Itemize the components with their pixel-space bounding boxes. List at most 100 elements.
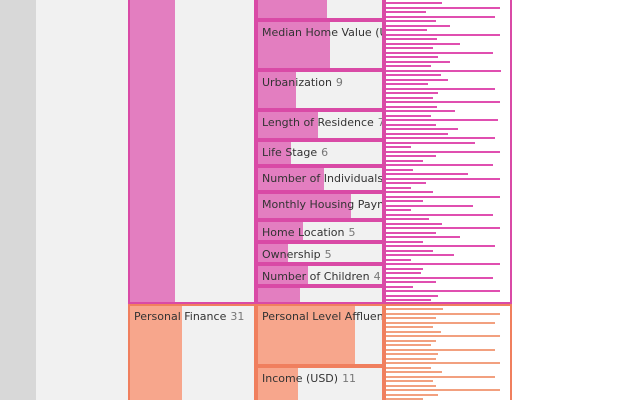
- group-block[interactable]: [128, 0, 256, 304]
- item-label: Median Home Value (USD): [262, 26, 382, 40]
- value-bar: [386, 353, 439, 355]
- value-bar: [386, 141, 476, 144]
- item-block[interactable]: Life Stage 6: [256, 140, 384, 166]
- item-name: Home Location: [262, 226, 345, 239]
- item-block[interactable]: [256, 0, 384, 20]
- value-bar: [386, 231, 436, 234]
- item-count: 5: [324, 248, 332, 261]
- value-bar: [386, 375, 496, 378]
- item-block[interactable]: Monthly Housing Payment: [256, 192, 384, 220]
- value-bar: [386, 294, 439, 297]
- group-block[interactable]: Personal Finance 31: [128, 304, 256, 400]
- value-bar: [386, 33, 501, 36]
- value-bar: [386, 186, 411, 189]
- value-bar: [386, 204, 473, 207]
- item-fill-bar: [258, 194, 351, 218]
- value-bar: [386, 114, 431, 117]
- value-bar: [386, 123, 436, 126]
- item-fill-bar: [258, 368, 298, 400]
- item-block[interactable]: Home Location 5: [256, 220, 384, 242]
- value-bar: [386, 384, 436, 387]
- value-bar: [386, 240, 424, 243]
- value-bar: [386, 132, 448, 135]
- value-bar: [386, 344, 431, 346]
- item-name: Length of Residence: [262, 116, 374, 129]
- value-bar: [386, 146, 411, 148]
- item-count: 5: [348, 226, 356, 239]
- value-bar: [386, 299, 431, 301]
- value-bar: [386, 317, 436, 319]
- item-label: Ownership 5: [262, 248, 332, 262]
- group-fill-bar: [130, 306, 183, 400]
- value-bar: [386, 227, 501, 229]
- item-label: Income (USD) 11: [262, 372, 356, 386]
- item-label: Personal Level Affluence: [262, 310, 384, 324]
- value-bar: [386, 173, 468, 175]
- item-label: Number of Children 4: [262, 270, 381, 284]
- item-fill-bar: [258, 142, 292, 164]
- group-name: Personal Finance: [134, 310, 227, 323]
- value-bar: [386, 6, 501, 9]
- salmon-value-section: [384, 304, 512, 400]
- item-block[interactable]: [256, 286, 384, 304]
- value-bar: [386, 258, 411, 261]
- value-bar: [386, 281, 436, 283]
- value-bar: [386, 362, 501, 364]
- item-name: Personal Level Affluence: [262, 310, 384, 323]
- value-bar: [386, 110, 456, 112]
- item-fill-bar: [258, 0, 328, 18]
- item-count: 6: [321, 146, 329, 159]
- value-bar: [386, 290, 501, 292]
- value-bar: [386, 236, 461, 238]
- value-bar: [386, 321, 496, 324]
- value-bar: [386, 87, 496, 90]
- item-count: 7: [378, 116, 382, 129]
- value-bar: [386, 24, 451, 27]
- value-bar: [386, 101, 501, 103]
- value-bar: [386, 371, 442, 373]
- value-bar: [386, 209, 411, 211]
- value-bar: [386, 74, 441, 76]
- value-bar: [386, 249, 434, 252]
- value-bar: [386, 182, 426, 184]
- item-fill-bar: [258, 72, 297, 108]
- value-bar: [386, 267, 424, 270]
- item-label: Life Stage 6: [262, 146, 328, 160]
- value-bar: [386, 2, 442, 4]
- item-name: Ownership: [262, 248, 321, 261]
- value-bars-column: [384, 0, 512, 400]
- value-bar: [386, 335, 501, 337]
- item-fill-bar: [258, 222, 303, 240]
- value-bar: [386, 159, 424, 162]
- value-bar: [386, 222, 442, 225]
- value-bar: [386, 308, 444, 310]
- value-bar: [386, 312, 501, 315]
- value-bar: [386, 155, 436, 157]
- item-name: Monthly Housing Payment: [262, 198, 382, 211]
- item-fill-bar: [258, 266, 308, 284]
- item-name: Number of Children: [262, 270, 370, 283]
- value-bar: [386, 339, 436, 342]
- group-label: Personal Finance 31: [134, 310, 244, 324]
- item-block[interactable]: Ownership 5: [256, 242, 384, 264]
- value-bar: [386, 78, 448, 81]
- value-bar: [386, 42, 461, 45]
- value-bar: [386, 326, 434, 328]
- value-bar: [386, 65, 431, 67]
- item-block[interactable]: Median Home Value (USD): [256, 20, 384, 70]
- item-block[interactable]: Urbanization 9: [256, 70, 384, 110]
- value-bar: [386, 15, 496, 18]
- value-bar: [386, 96, 434, 99]
- item-block[interactable]: Income (USD) 11: [256, 366, 384, 400]
- item-label: Home Location 5: [262, 226, 356, 240]
- value-bar: [386, 263, 501, 265]
- item-block[interactable]: Personal Level Affluence: [256, 304, 384, 366]
- item-block[interactable]: Length of Residence 7: [256, 110, 384, 140]
- value-bar: [386, 20, 436, 22]
- value-bar: [386, 254, 455, 256]
- item-name: Urbanization: [262, 76, 332, 89]
- item-fill-bar: [258, 288, 301, 302]
- item-block[interactable]: Number of Individuals6: [256, 166, 384, 192]
- item-block[interactable]: Number of Children 4: [256, 264, 384, 286]
